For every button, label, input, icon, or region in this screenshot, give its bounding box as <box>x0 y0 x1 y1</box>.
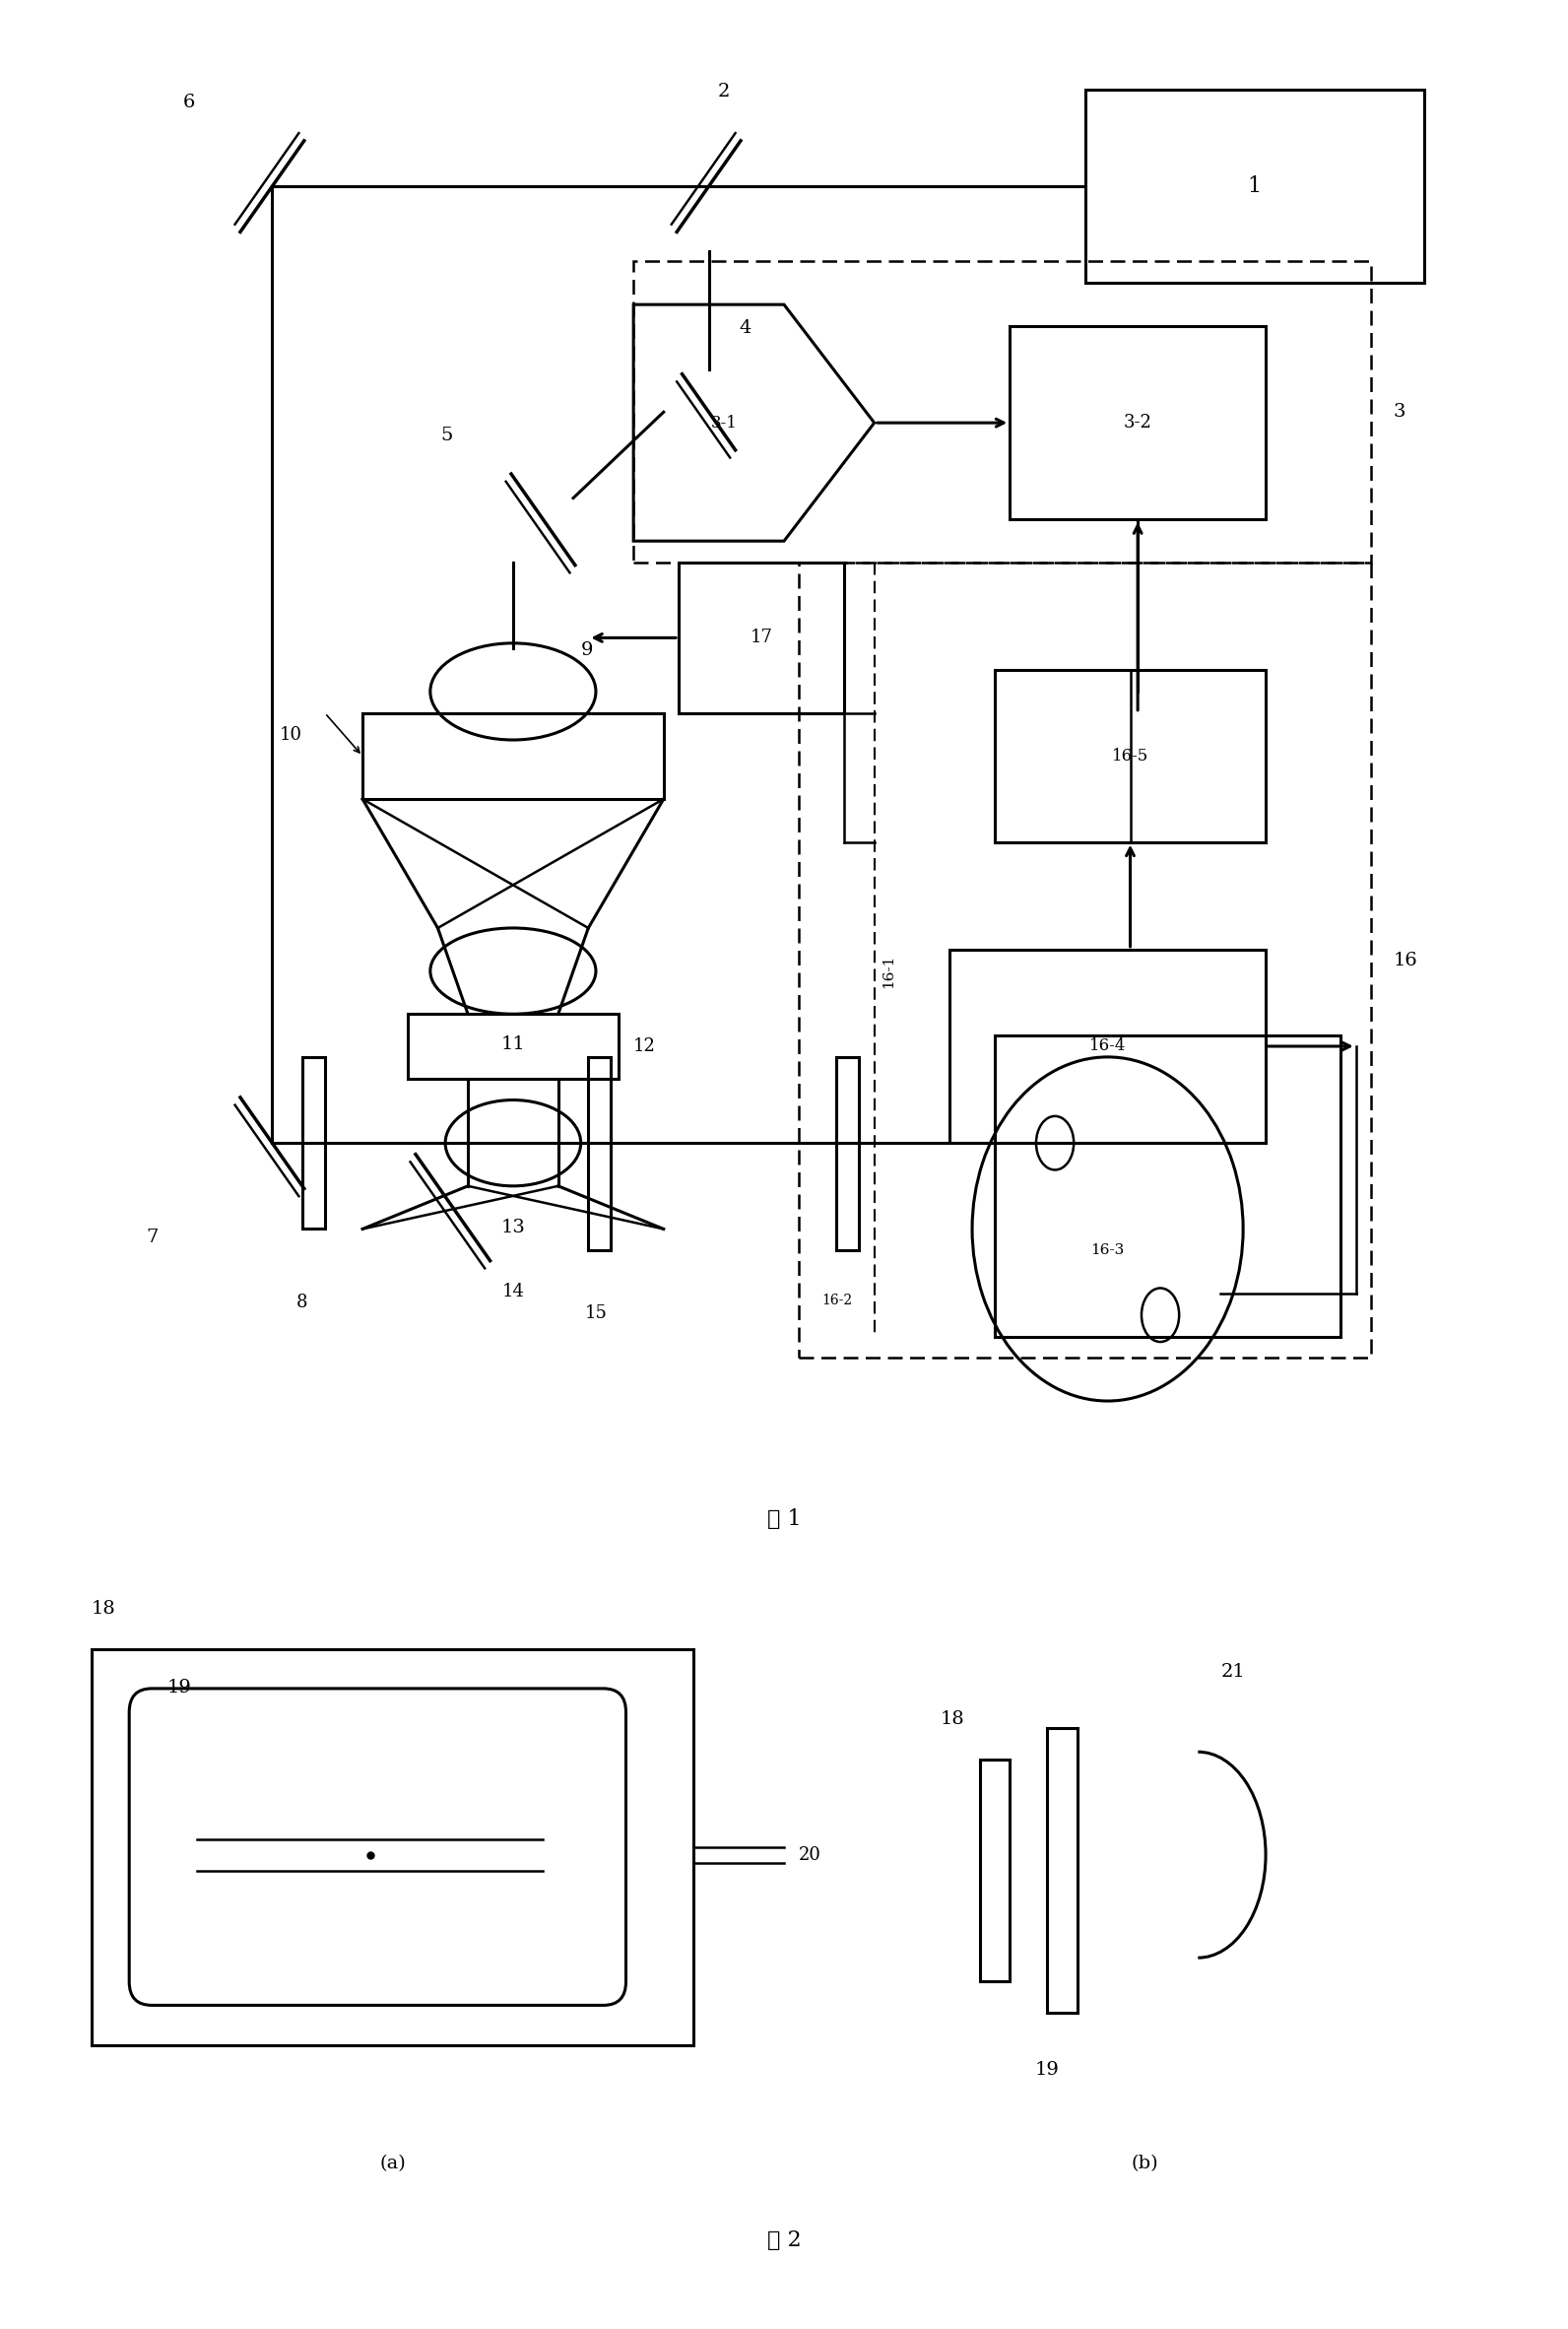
Bar <box>408 1013 618 1078</box>
Text: 图 1: 图 1 <box>767 1509 801 1530</box>
Bar <box>588 1057 612 1251</box>
Text: 2: 2 <box>718 82 729 100</box>
Bar <box>303 1057 325 1230</box>
Text: (b): (b) <box>1132 2154 1159 2173</box>
Text: 9: 9 <box>580 640 593 659</box>
Text: 3-1: 3-1 <box>710 415 737 431</box>
Text: 图 2: 图 2 <box>767 2229 801 2250</box>
Text: 15: 15 <box>585 1304 607 1323</box>
Bar <box>1010 326 1265 519</box>
Text: 18: 18 <box>941 1709 964 1728</box>
Text: (a): (a) <box>379 2154 406 2173</box>
Text: 16: 16 <box>1394 953 1417 969</box>
Text: 16-2: 16-2 <box>822 1293 851 1307</box>
Text: 16-3: 16-3 <box>1091 1244 1124 1258</box>
Text: 7: 7 <box>146 1230 158 1246</box>
Bar <box>1085 89 1424 284</box>
Bar <box>837 1057 859 1251</box>
Bar <box>800 564 1370 1358</box>
Bar <box>994 1036 1341 1337</box>
Text: 16-5: 16-5 <box>1112 748 1148 764</box>
Text: 11: 11 <box>500 1036 525 1053</box>
Bar <box>362 713 663 799</box>
Text: 12: 12 <box>633 1036 655 1055</box>
Text: 19: 19 <box>1035 2061 1060 2077</box>
Text: 17: 17 <box>750 629 773 647</box>
Text: 16-1: 16-1 <box>881 955 895 987</box>
Bar <box>679 564 844 713</box>
Bar <box>633 261 1370 564</box>
Text: 14: 14 <box>502 1283 524 1300</box>
Text: 1: 1 <box>1248 175 1261 198</box>
Text: 3: 3 <box>1394 403 1406 422</box>
Bar <box>91 1649 693 2045</box>
Bar <box>994 671 1265 843</box>
Text: 6: 6 <box>183 93 196 112</box>
Text: 21: 21 <box>1220 1663 1245 1682</box>
Text: 10: 10 <box>279 727 303 743</box>
Text: 4: 4 <box>739 319 751 338</box>
Text: 13: 13 <box>500 1218 525 1237</box>
Text: 19: 19 <box>166 1679 191 1696</box>
Text: 3-2: 3-2 <box>1124 415 1152 431</box>
Text: 20: 20 <box>800 1847 822 1863</box>
Bar <box>950 950 1265 1144</box>
Bar <box>1047 1728 1077 2012</box>
Text: 5: 5 <box>441 426 453 445</box>
Text: 8: 8 <box>296 1293 307 1311</box>
Text: 16-4: 16-4 <box>1090 1039 1126 1055</box>
Text: 18: 18 <box>91 1600 116 1616</box>
Bar <box>980 1761 1010 1982</box>
